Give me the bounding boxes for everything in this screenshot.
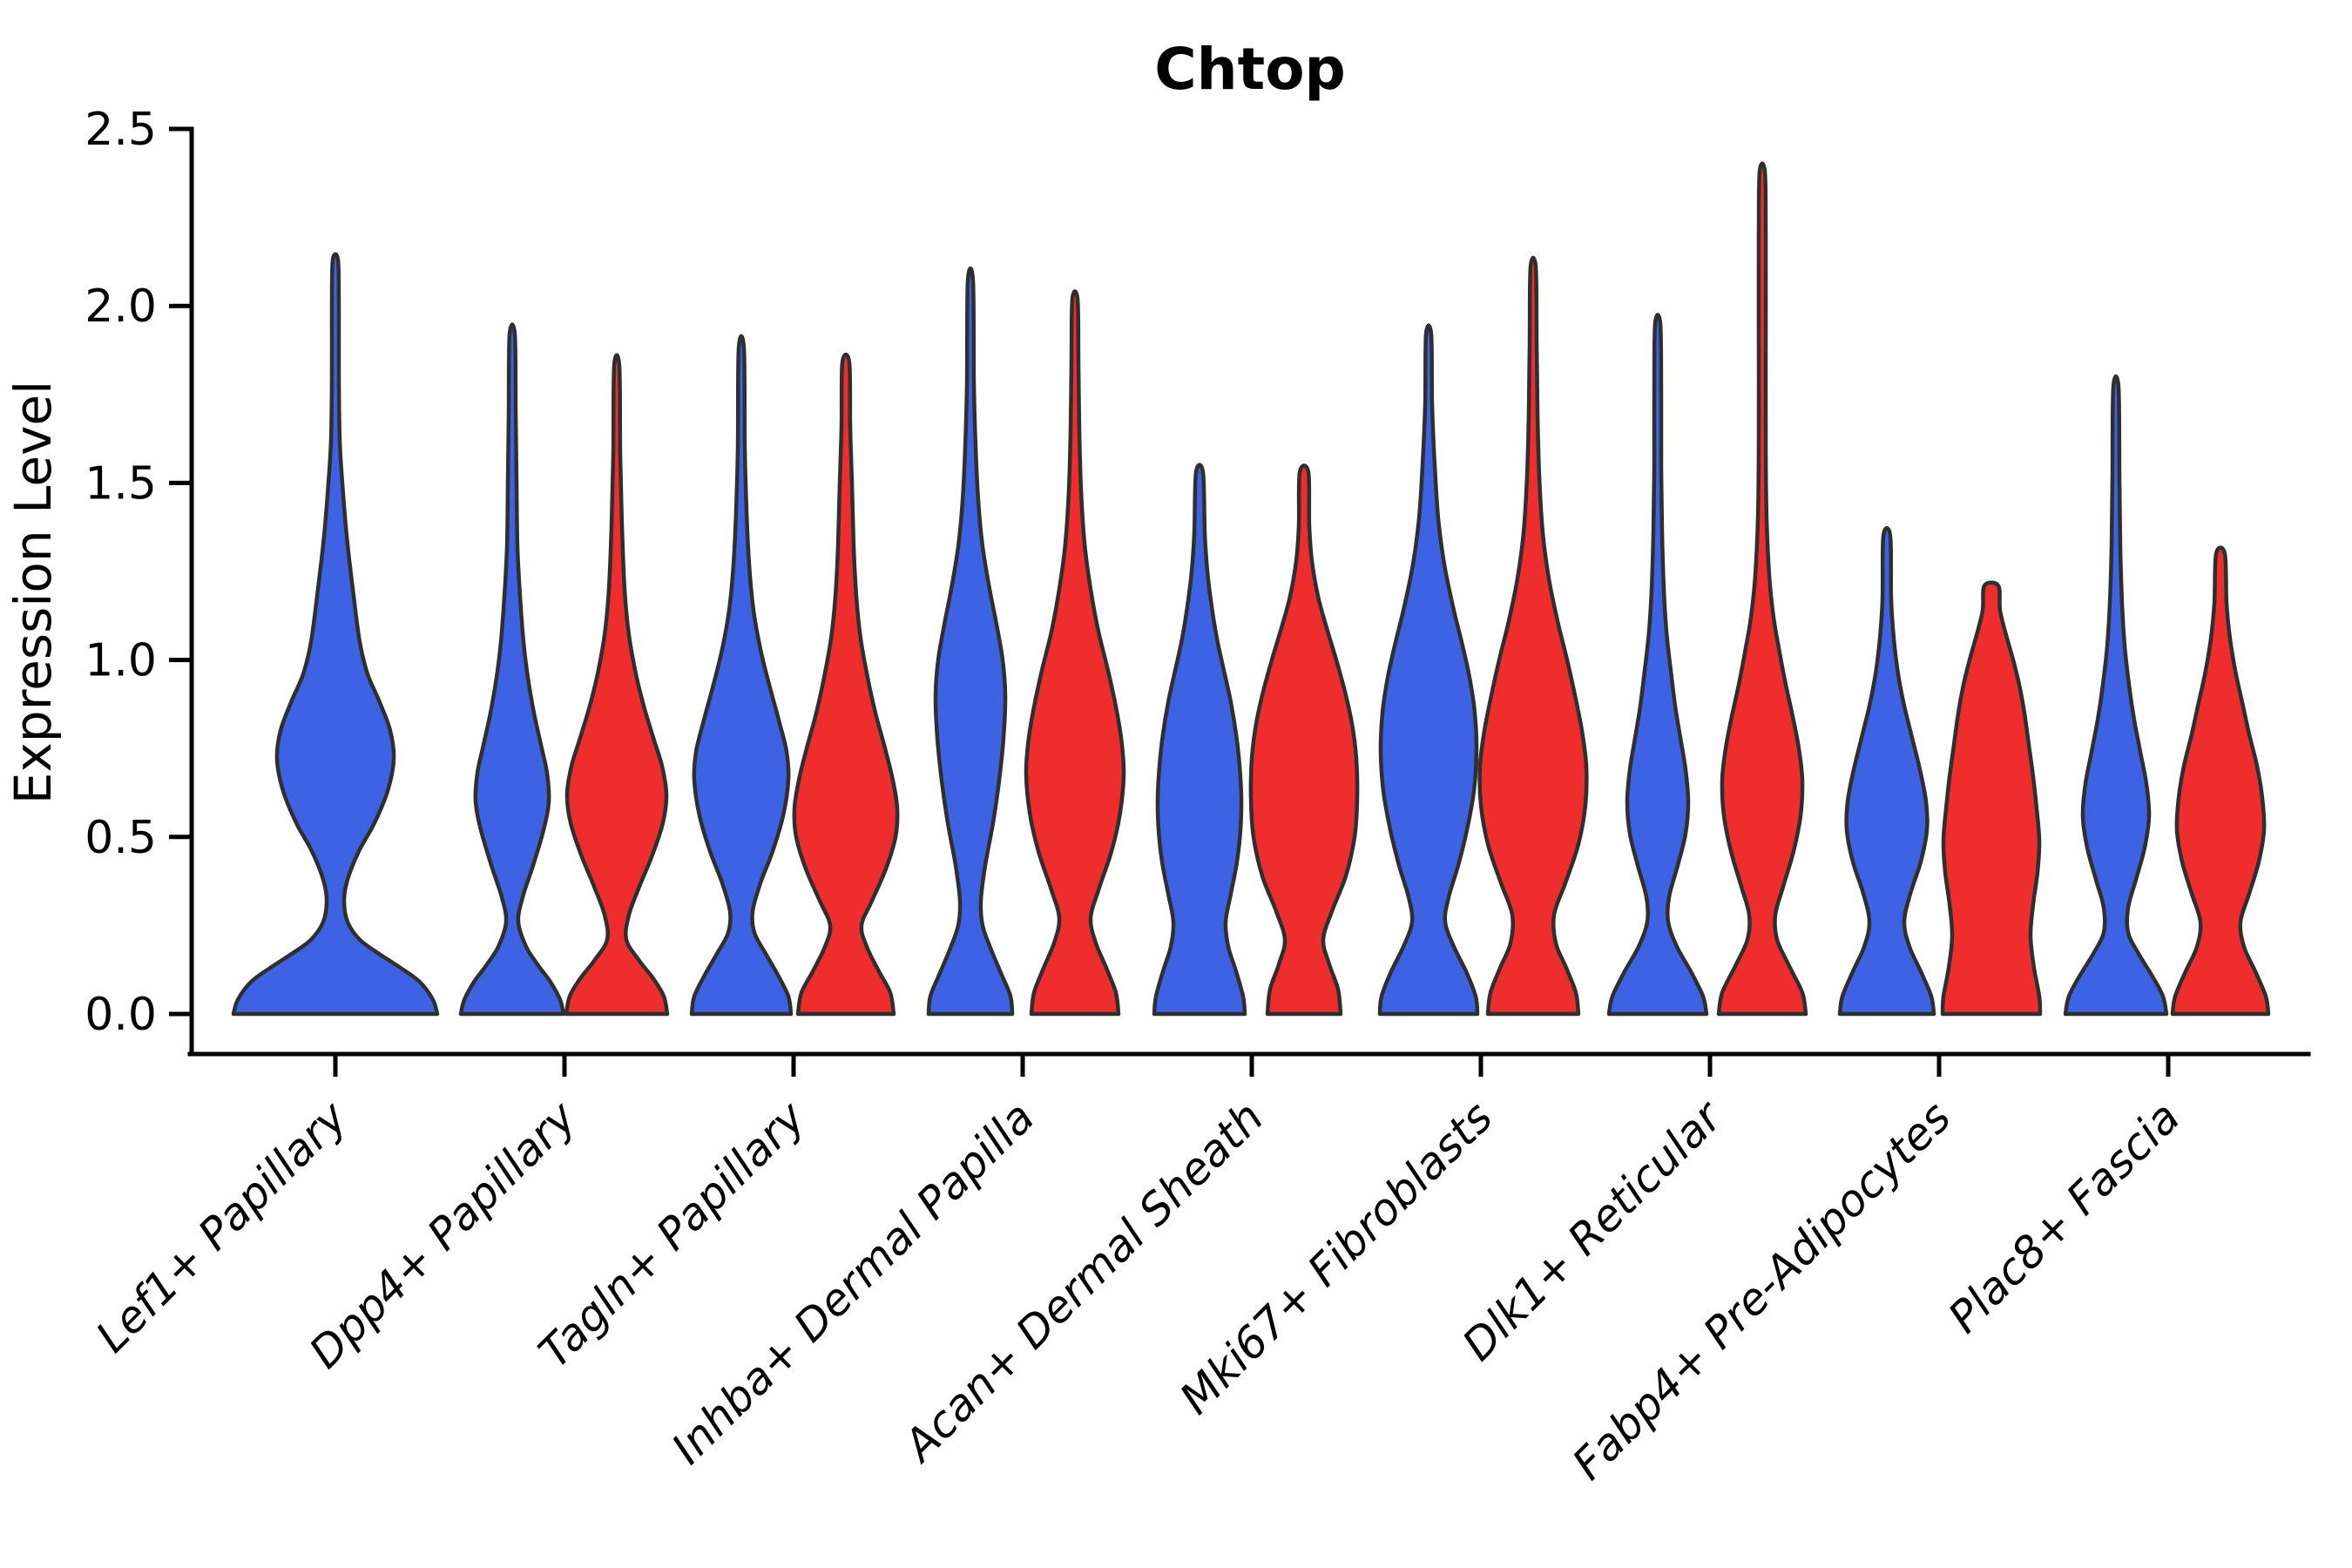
- y-tick-label: 0.5: [84, 812, 157, 864]
- violin-blue-6: [1606, 313, 1709, 1017]
- x-tick-label: Acan+ Dermal Sheath: [893, 1092, 1274, 1472]
- y-tick-label: 2.5: [84, 104, 157, 156]
- violin-red-4: [1248, 463, 1360, 1017]
- violin-red-8: [2170, 545, 2271, 1017]
- violin-blue-2: [689, 334, 794, 1017]
- violin-red-5: [1477, 255, 1589, 1017]
- violin-blue-1: [458, 322, 566, 1017]
- violin-blue-4: [1152, 463, 1247, 1017]
- violins-group: [231, 161, 2271, 1017]
- y-tick-label: 1.5: [84, 457, 157, 510]
- violin-red-7: [1940, 580, 2043, 1017]
- y-tick-label: 0.0: [84, 989, 157, 1041]
- violin-blue-7: [1837, 526, 1936, 1017]
- chart-title: Chtop: [1154, 36, 1346, 103]
- axes-spines: [187, 126, 2311, 1057]
- violin-red-2: [792, 352, 900, 1017]
- x-tick-label: Plac8+ Fascia: [1939, 1092, 2190, 1342]
- y-axis-ticks: 0.0 0.5 1.0 1.5 2.0 2.5: [84, 104, 192, 1041]
- violin-red-6: [1716, 161, 1808, 1017]
- violin-red-1: [564, 353, 670, 1017]
- violin-blue-0: [231, 252, 440, 1017]
- y-axis-label: Expression Level: [3, 381, 63, 804]
- y-tick-label: 2.0: [84, 280, 157, 333]
- violin-blue-3: [926, 266, 1015, 1017]
- x-tick-label: Fabp4+ Pre-Adipocytes: [1563, 1092, 1961, 1490]
- violin-blue-8: [2063, 374, 2169, 1017]
- violin-red-3: [1024, 289, 1126, 1017]
- y-tick-label: 1.0: [84, 635, 157, 687]
- violin-blue-5: [1377, 323, 1480, 1017]
- x-tick-label: Inhba+ Dermal Papilla: [662, 1092, 1044, 1473]
- x-tick-label: Lef1+ Papillary: [86, 1091, 357, 1362]
